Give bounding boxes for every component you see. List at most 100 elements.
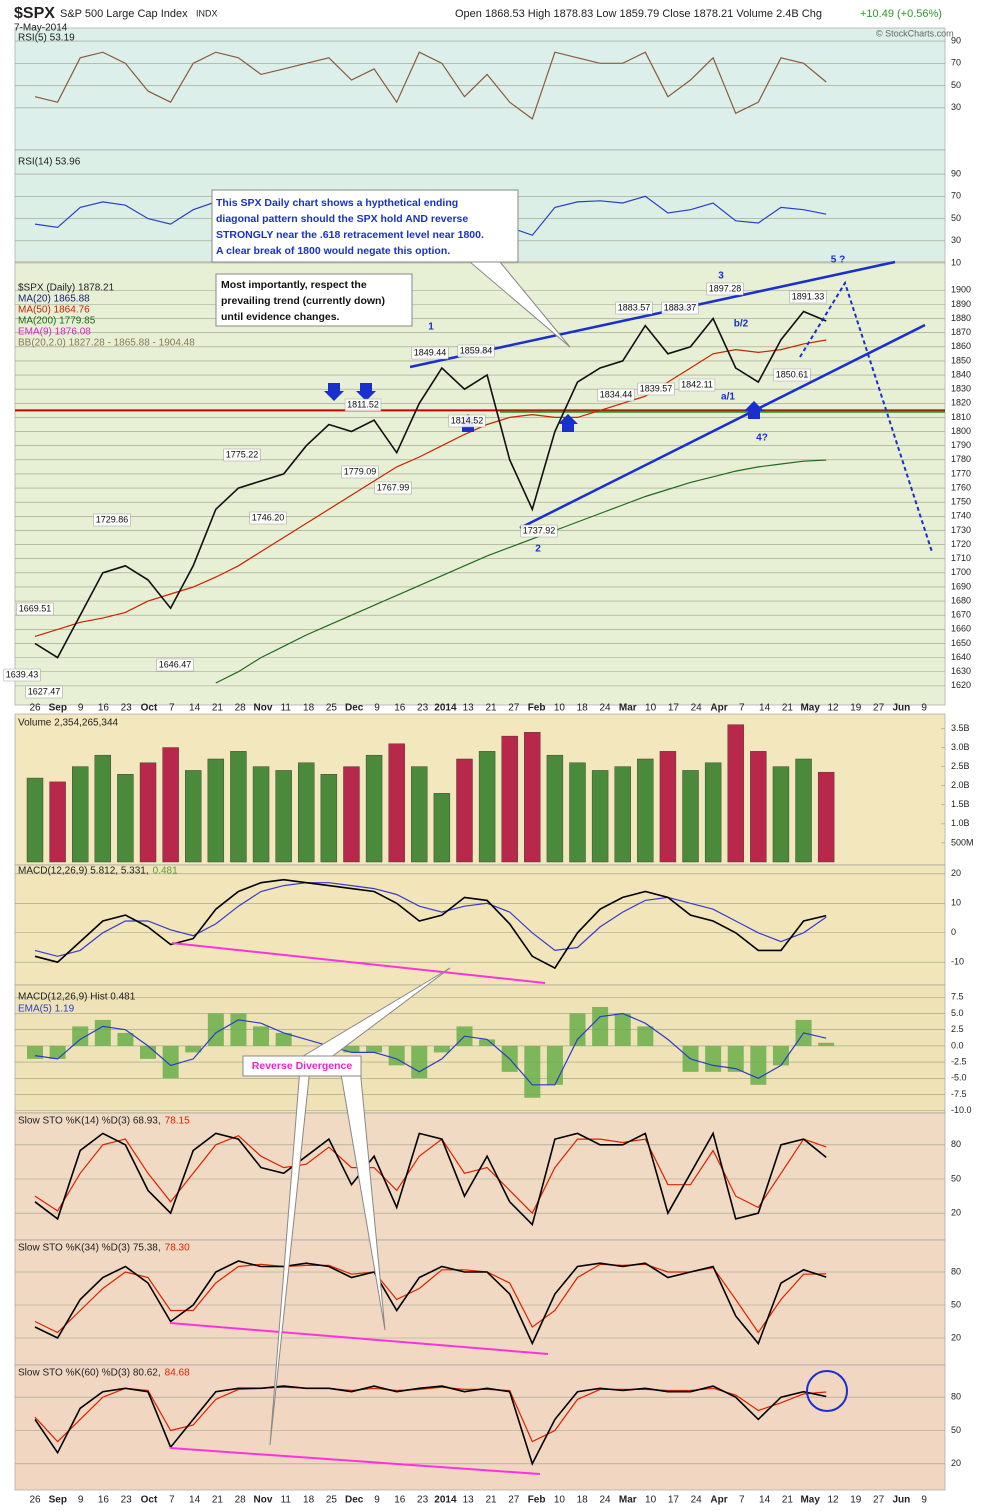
x-tick-label: 10 <box>554 1495 566 1506</box>
x-tick-label: 21 <box>485 703 497 714</box>
series-line <box>34 1131 827 1227</box>
hist-bar <box>185 1045 202 1053</box>
x-tick-label: 21 <box>782 1495 794 1506</box>
x-tick-label: 21 <box>782 703 794 714</box>
volume-bar <box>230 751 247 863</box>
x-tick-label: 14 <box>759 1495 771 1506</box>
price-label-box <box>597 388 635 402</box>
y-tick-label: 2.5B <box>951 761 970 771</box>
x-tick-label: 13 <box>463 1495 475 1506</box>
price-label-box <box>448 414 486 428</box>
y-tick-label: 1660 <box>951 624 971 634</box>
y-tick-label: 1720 <box>951 539 971 549</box>
x-tick-label: Nov <box>254 1495 273 1506</box>
volume-bar <box>727 724 744 863</box>
y-tick-label: 1760 <box>951 482 971 492</box>
y-tick-label: 1740 <box>951 511 971 521</box>
price-label-box <box>3 668 41 682</box>
y-tick-label: 50 <box>951 1173 961 1183</box>
x-tick-label: 10 <box>554 703 566 714</box>
quote: Open 1868.53 High 1878.83 Low 1859.79 Cl… <box>455 8 822 20</box>
volume-bar <box>772 766 790 863</box>
volume-bar <box>388 743 405 863</box>
annotations: $SPX S&P 500 Large Cap Index INDX 7-May-201… <box>14 5 954 1475</box>
price-label: 1839.57 <box>640 383 673 393</box>
legend-entry: $SPX (Daily) 1878.21 <box>18 283 115 294</box>
x-tick-label: 24 <box>599 703 611 714</box>
panel-bg <box>14 1364 946 1491</box>
legend-entry: EMA(9) 1876.08 <box>18 327 91 338</box>
date: 7-May-2014 <box>14 23 68 34</box>
y-tick-label: 1790 <box>951 440 971 450</box>
price-label-box <box>93 513 131 527</box>
volume-bar <box>94 754 112 863</box>
price-label-box <box>457 344 495 358</box>
price-label: 1811.52 <box>347 399 379 409</box>
volume-bar <box>275 770 292 863</box>
trendline <box>519 323 926 530</box>
wave-label: b/2 <box>734 319 749 330</box>
y-tick-label: 90 <box>951 35 961 45</box>
x-tick-label: 26 <box>29 703 41 714</box>
x-tick-label: 21 <box>485 1495 497 1506</box>
volume-bar <box>478 751 496 863</box>
y-tick-label: 20 <box>951 1332 961 1342</box>
x-tick-label: 27 <box>508 1495 520 1506</box>
index-name: S&P 500 Large Cap Index <box>60 8 188 20</box>
x-tick-label: 23 <box>417 1495 429 1506</box>
note-line: STRONGLY near the .618 retracement level… <box>216 229 484 241</box>
y-tick-label: 3.0B <box>951 742 970 752</box>
x-tick-label: 25 <box>326 703 338 714</box>
y-tick-label: 1710 <box>951 553 971 563</box>
hist-bar <box>343 1045 360 1053</box>
wave-label: 4? <box>756 433 768 444</box>
x-tick-label: 9 <box>78 1495 84 1506</box>
hist-bar <box>818 1042 835 1046</box>
panel-bg <box>14 1239 946 1366</box>
legend-entry: 78.30 <box>165 1243 190 1254</box>
x-tick-label: 17 <box>668 703 680 714</box>
x-tick-label: Dec <box>345 1495 364 1506</box>
x-tick-label: 16 <box>98 1495 110 1506</box>
volume-bar <box>207 758 225 863</box>
price-label: 1729.86 <box>96 514 129 524</box>
x-tick-label: 23 <box>121 1495 133 1506</box>
hist-bar <box>592 1006 609 1046</box>
legend-entry: Slow STO %K(34) %D(3) 75.38, <box>18 1243 161 1254</box>
projection <box>799 280 933 553</box>
series-line <box>34 51 827 120</box>
series-line <box>34 1260 827 1346</box>
y-tick-label: 0.0 <box>951 1040 964 1050</box>
y-tick-label: 50 <box>951 1299 961 1309</box>
wave-label: 1 <box>428 322 434 333</box>
y-tick-label: 1620 <box>951 680 971 690</box>
x-tick-label: 21 <box>212 1495 224 1506</box>
legend-entry: RSI(14) 53.96 <box>18 157 81 168</box>
y-tick-label: 1830 <box>951 384 971 394</box>
volume-bar <box>456 758 473 863</box>
y-tick-label: 30 <box>951 102 961 112</box>
y-tick-label: 1890 <box>951 299 971 309</box>
hist-bar <box>637 1026 654 1046</box>
y-tick-label: 20 <box>951 1458 961 1468</box>
price-label: 1849.44 <box>414 347 447 357</box>
x-tick-label: Feb <box>528 703 546 714</box>
price-label: 1834.44 <box>600 389 633 399</box>
price-label-box <box>706 282 744 296</box>
x-tick-label: 2014 <box>434 1495 457 1506</box>
price-label: 1737.92 <box>523 525 556 535</box>
hist-bar <box>705 1045 722 1072</box>
x-tick-label: 27 <box>508 703 520 714</box>
price-label: 1842.11 <box>681 379 713 389</box>
price-label: 1883.37 <box>664 302 697 312</box>
wave-label: 5 ? <box>831 255 845 266</box>
y-tick-label: 10 <box>951 257 961 267</box>
y-tick-label: 1780 <box>951 454 971 464</box>
y-tick-label: 1630 <box>951 666 971 676</box>
wave-label: 2 <box>535 544 541 555</box>
x-tick-label: Mar <box>619 1495 637 1506</box>
note-line: This SPX Daily chart shows a hypthetical… <box>216 197 458 209</box>
y-tick-label: 1650 <box>951 638 971 648</box>
x-tick-label: 25 <box>326 1495 338 1506</box>
price-label: 1850.61 <box>776 369 809 379</box>
